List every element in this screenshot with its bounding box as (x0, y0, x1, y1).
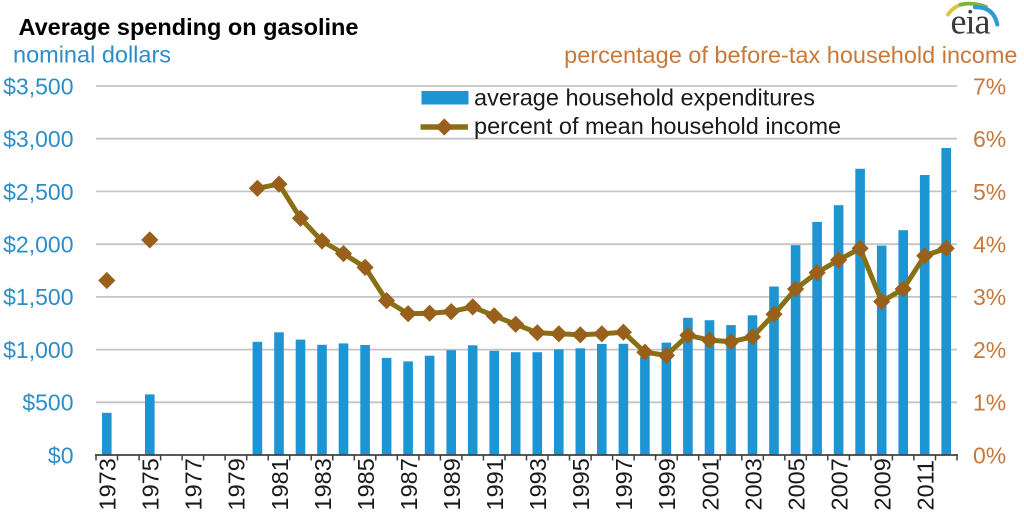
svg-text:1%: 1% (973, 390, 1006, 416)
svg-text:nominal dollars: nominal dollars (13, 42, 171, 68)
svg-text:4%: 4% (973, 232, 1006, 258)
svg-text:$1,500: $1,500 (3, 284, 73, 310)
svg-text:1987: 1987 (396, 458, 422, 510)
svg-text:6%: 6% (973, 126, 1006, 152)
svg-text:1979: 1979 (224, 458, 250, 510)
svg-text:0%: 0% (973, 442, 1006, 468)
svg-text:$3,000: $3,000 (3, 126, 73, 152)
svg-text:1995: 1995 (568, 458, 594, 510)
svg-text:1977: 1977 (181, 458, 207, 510)
svg-text:2007: 2007 (826, 458, 852, 510)
svg-text:Average spending on gasoline: Average spending on gasoline (19, 14, 359, 40)
svg-text:2003: 2003 (740, 458, 766, 510)
svg-text:3%: 3% (973, 284, 1006, 310)
svg-text:$2,500: $2,500 (3, 179, 73, 205)
svg-text:2009: 2009 (870, 458, 896, 510)
svg-text:2%: 2% (973, 337, 1006, 363)
svg-text:1991: 1991 (482, 458, 508, 510)
svg-text:2011: 2011 (913, 460, 939, 511)
svg-text:1975: 1975 (138, 458, 164, 510)
svg-text:eia: eia (951, 2, 991, 42)
svg-text:2005: 2005 (783, 458, 809, 510)
svg-text:$3,500: $3,500 (3, 73, 73, 99)
svg-text:2001: 2001 (697, 458, 723, 510)
svg-text:5%: 5% (973, 179, 1006, 205)
svg-text:$0: $0 (48, 442, 74, 468)
svg-text:$500: $500 (22, 390, 73, 416)
svg-text:1997: 1997 (611, 458, 637, 510)
svg-text:$1,000: $1,000 (3, 337, 73, 363)
svg-text:average household expenditures: average household expenditures (474, 85, 815, 111)
svg-text:1973: 1973 (95, 458, 121, 510)
svg-text:7%: 7% (973, 73, 1006, 99)
svg-text:$2,000: $2,000 (3, 232, 73, 258)
svg-text:1999: 1999 (654, 458, 680, 510)
svg-text:1981: 1981 (267, 458, 293, 510)
svg-text:percentage of before-tax house: percentage of before-tax household incom… (564, 42, 1017, 68)
svg-text:percent of mean household inco: percent of mean household income (474, 113, 841, 139)
svg-text:1989: 1989 (439, 458, 465, 510)
svg-text:1993: 1993 (525, 458, 551, 510)
svg-text:1983: 1983 (310, 458, 336, 510)
svg-text:1985: 1985 (353, 458, 379, 510)
